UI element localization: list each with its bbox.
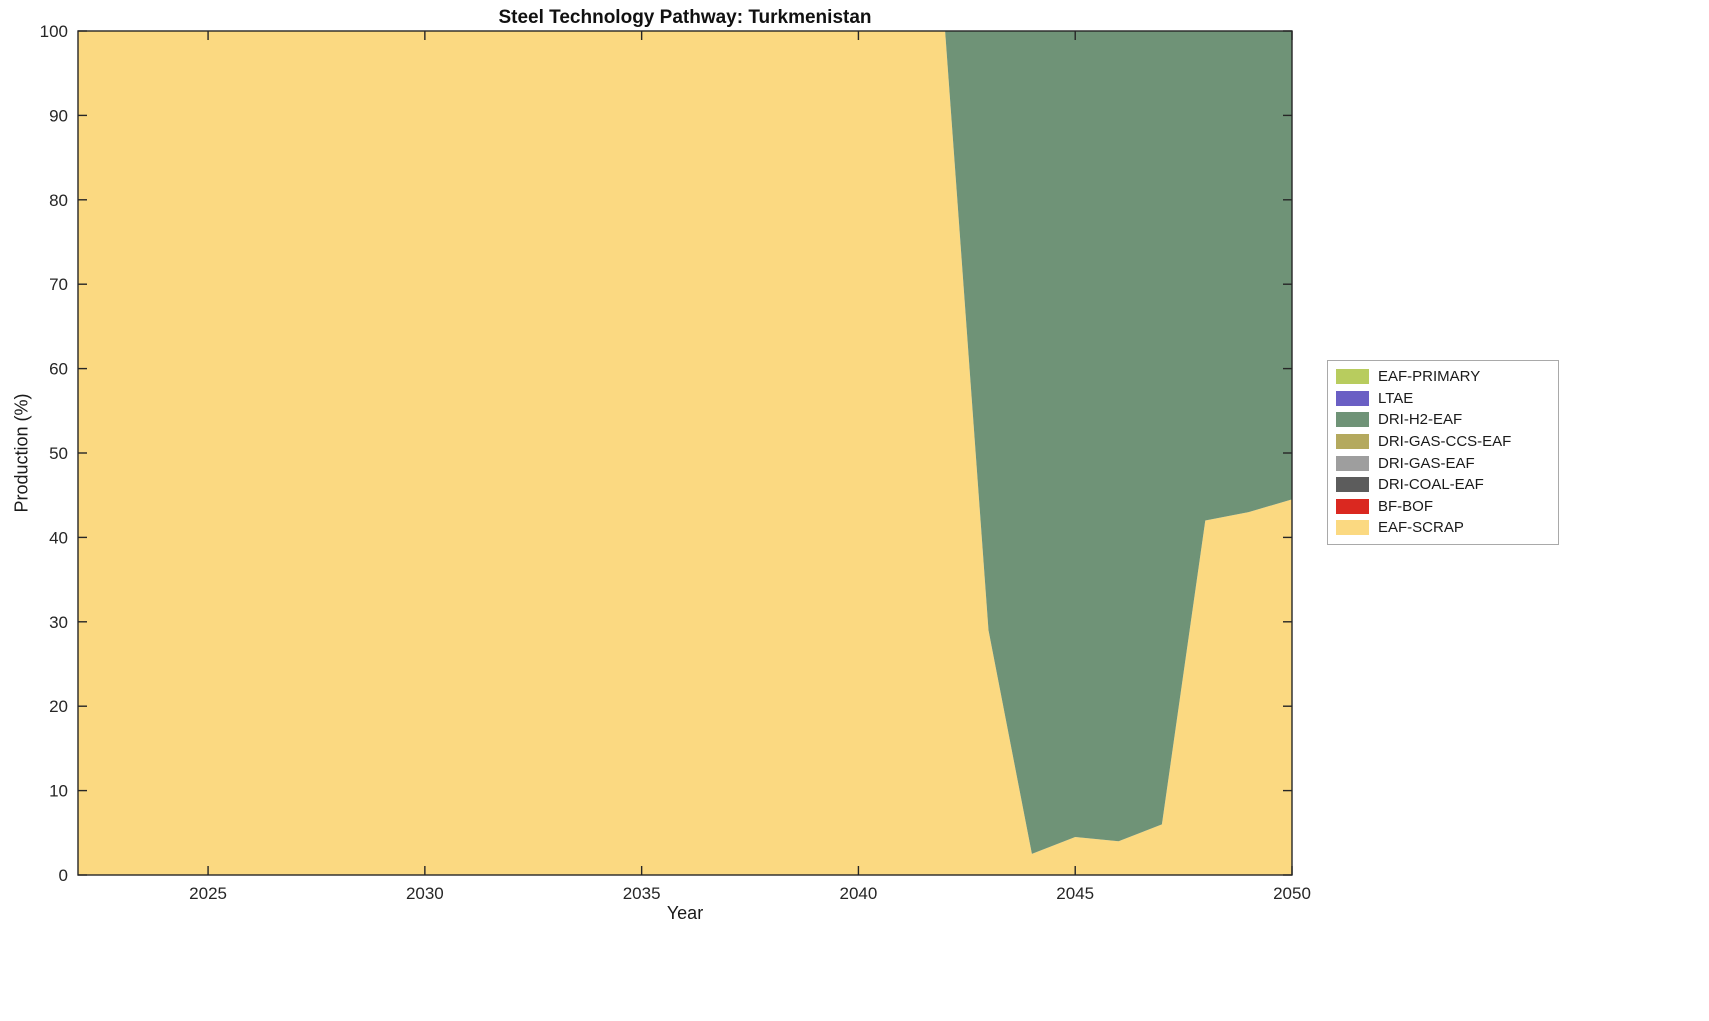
chart-title: Steel Technology Pathway: Turkmenistan (498, 7, 872, 28)
x-tick-label: 2030 (406, 884, 444, 903)
legend-label: LTAE (1378, 389, 1414, 407)
x-tick-label: 2045 (1056, 884, 1094, 903)
legend-swatch (1336, 498, 1369, 514)
x-tick-label: 2035 (623, 884, 661, 903)
y-tick-label: 70 (49, 275, 68, 294)
legend-item: DRI-GAS-CCS-EAF (1328, 431, 1558, 453)
y-tick-label: 40 (49, 528, 68, 547)
legend-item: EAF-PRIMARY (1328, 366, 1558, 388)
legend-item: DRI-H2-EAF (1328, 409, 1558, 431)
y-tick-label: 0 (59, 866, 68, 885)
x-tick-label: 2050 (1273, 884, 1311, 903)
y-tick-label: 100 (40, 22, 68, 41)
x-tick-label: 2025 (189, 884, 227, 903)
legend-swatch (1336, 434, 1369, 450)
legend-item: EAF-SCRAP (1328, 517, 1558, 539)
legend-item: DRI-GAS-EAF (1328, 452, 1558, 474)
legend-item: LTAE (1328, 388, 1558, 410)
legend-label: DRI-GAS-CCS-EAF (1378, 433, 1512, 451)
legend-item: BF-BOF (1328, 496, 1558, 518)
y-tick-label: 50 (49, 444, 68, 463)
legend-swatch (1336, 520, 1369, 536)
y-tick-label: 60 (49, 360, 68, 379)
legend-swatch (1336, 477, 1369, 493)
legend-label: DRI-H2-EAF (1378, 411, 1463, 429)
legend-label: EAF-PRIMARY (1378, 368, 1481, 386)
y-tick-label: 20 (49, 697, 68, 716)
legend-swatch (1336, 455, 1369, 471)
area-dri-h2-eaf (78, 31, 1292, 854)
legend-swatch (1336, 412, 1369, 428)
legend: EAF-PRIMARY LTAE DRI-H2-EAF DRI-GAS-CCS-EAF… (1327, 360, 1559, 545)
legend-label: DRI-GAS-EAF (1378, 454, 1475, 472)
y-tick-label: 80 (49, 191, 68, 210)
legend-swatch (1336, 390, 1369, 406)
y-tick-label: 30 (49, 613, 68, 632)
legend-label: EAF-SCRAP (1378, 519, 1464, 537)
y-tick-label: 90 (49, 106, 68, 125)
legend-swatch (1336, 369, 1369, 385)
y-tick-label: 10 (49, 782, 68, 801)
legend-item: DRI-COAL-EAF (1328, 474, 1558, 496)
legend-label: DRI-COAL-EAF (1378, 476, 1484, 494)
y-axis-label: Production (%) (11, 393, 32, 513)
legend-label: BF-BOF (1378, 497, 1433, 515)
x-tick-label: 2040 (840, 884, 878, 903)
x-axis-label: Year (666, 903, 704, 923)
area-eaf-scrap (78, 31, 1292, 875)
